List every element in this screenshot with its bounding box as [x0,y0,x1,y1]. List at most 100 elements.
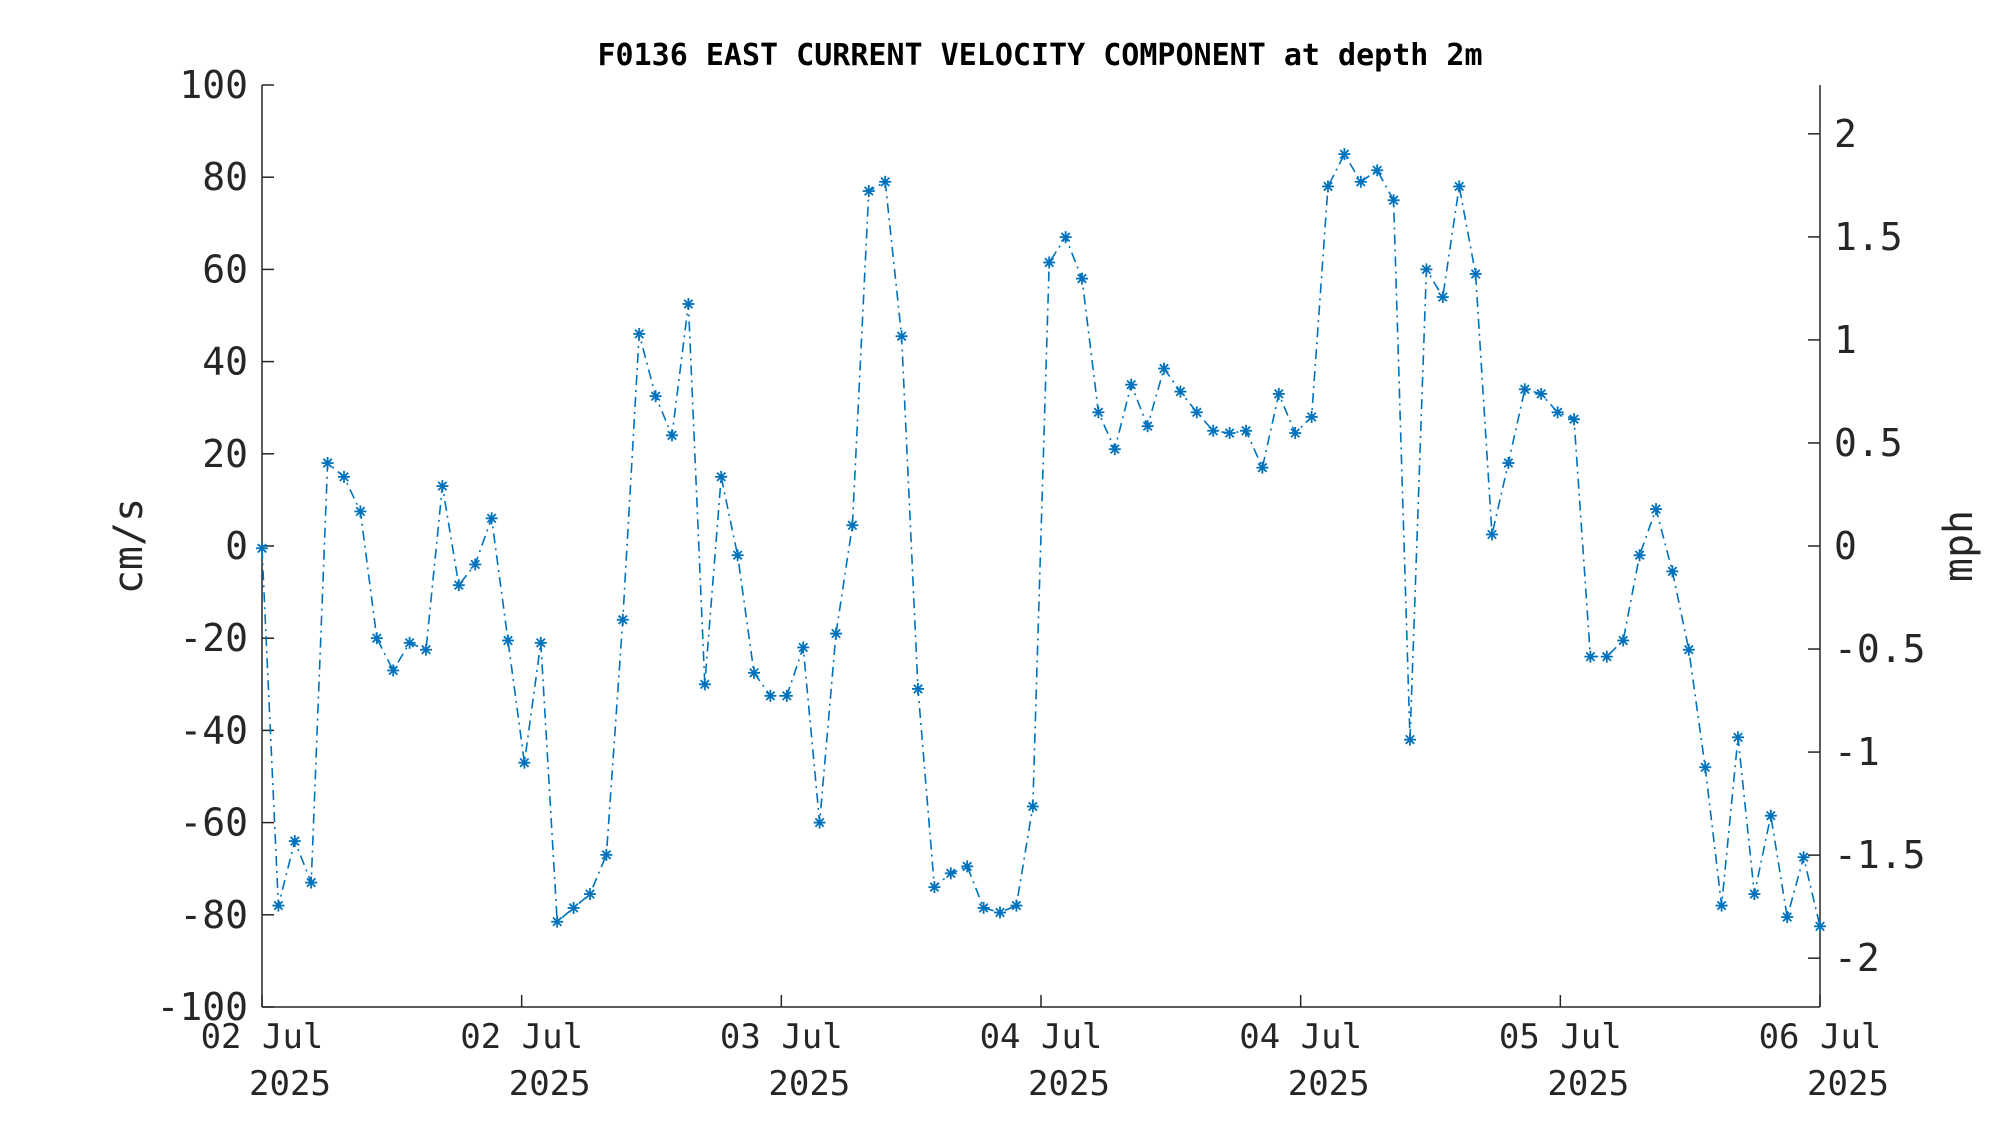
data-point [1748,888,1761,901]
data-point [879,175,892,188]
data-point [502,634,514,647]
x-tick-label: 02 Jul [201,1017,324,1057]
x-tick-year-label: 2025 [1288,1064,1370,1104]
right-tick-label: 0.5 [1834,421,1903,465]
data-point [764,689,777,702]
data-point [1715,899,1728,912]
data-point [748,666,760,679]
data-point [1420,263,1433,276]
y-tick-label: 80 [202,155,248,199]
data-point [436,480,449,493]
data-point [1764,809,1777,822]
data-point [354,505,367,518]
x-axis-ticks: 02 Jul 2025 02 Jul 2025 03 Jul 2025 04 Jul 2025… [201,995,1889,1104]
x-tick-label: 04 Jul [980,1017,1103,1057]
y-tick-label: -80 [179,893,248,937]
data-point [1338,148,1351,161]
data-point [961,860,974,873]
data-point [1551,406,1564,419]
data-point [616,613,629,626]
data-point [600,848,613,861]
data-point [1486,528,1498,541]
data-point [1797,851,1810,864]
x-tick-label: 04 Jul [1239,1017,1362,1057]
data-point [1814,920,1826,933]
data-point [666,429,678,442]
data-point [977,901,990,914]
data-point [1633,549,1646,562]
data-point [1650,503,1662,516]
data-point [830,627,842,640]
data-point [944,867,957,880]
x-tick-label: 03 Jul [720,1017,843,1057]
data-point [1354,175,1367,188]
data-point [1272,387,1285,400]
data-point [403,636,416,649]
data-point [1371,164,1384,177]
right-axis-label: mph [1936,510,1982,582]
data-point [485,512,498,525]
data-point [780,689,793,702]
y-axis-ticks: 100 80 60 40 20 0 -20 -40 -60 -80 -100 [156,63,274,1029]
data-point [1240,424,1252,437]
data-point [1518,383,1531,396]
data-point [633,327,646,340]
data-point [1469,268,1482,281]
data-point [1059,231,1072,244]
data-point [682,297,695,310]
y-axis-label: cm/s [106,498,152,594]
data-point [1617,634,1630,647]
data-point [1568,413,1580,426]
series-layer [256,148,1826,933]
y-tick-label: 60 [202,247,248,291]
x-tick-label: 02 Jul [460,1017,583,1057]
data-point [649,390,662,403]
y-tick-label: -40 [179,708,248,752]
y-tick-label: 20 [202,432,248,476]
data-point [846,519,859,532]
data-point [305,876,318,889]
right-tick-label: -0.5 [1834,627,1926,671]
data-point [1584,650,1597,663]
data-point [994,906,1006,919]
x-tick-year-label: 2025 [1028,1064,1110,1104]
data-point [256,542,268,555]
x-tick-year-label: 2025 [509,1064,591,1104]
data-point [584,888,596,901]
data-point [1026,800,1039,813]
data-point [1387,194,1400,207]
data-point [1732,731,1744,744]
y-tick-label: -20 [179,616,248,660]
data-point [1436,291,1449,304]
right-tick-label: -2 [1834,936,1880,980]
y-tick-label: -100 [156,985,248,1029]
data-point [1322,180,1334,193]
data-point [534,636,547,649]
chart-title: F0136 EAST CURRENT VELOCITY COMPONENT at… [597,38,1482,73]
plot-frame [261,85,1821,1008]
data-point [797,641,810,654]
series-line [261,152,1821,927]
data-point [1305,410,1318,423]
right-tick-label: 1 [1834,318,1857,362]
right-axis-ticks: 2 1.5 1 0.5 0 -0.5 -1 -1.5 -2 [1808,112,1926,980]
x-tick-year-label: 2025 [1807,1064,1889,1104]
data-point [321,457,334,470]
y-tick-label: -60 [179,801,248,845]
x-tick-year-label: 2025 [249,1064,331,1104]
data-point [715,470,728,483]
data-point [1502,457,1515,470]
data-point [862,185,875,198]
data-point [1010,899,1023,912]
data-point [387,664,400,677]
data-point [518,756,531,769]
data-point [420,643,432,656]
data-point [1174,385,1187,398]
y-tick-label: 0 [225,524,248,568]
data-point [272,899,285,912]
data-point [928,881,941,894]
data-point [551,915,564,928]
data-point [1223,427,1236,440]
data-point [1043,256,1056,269]
data-point [469,558,482,571]
